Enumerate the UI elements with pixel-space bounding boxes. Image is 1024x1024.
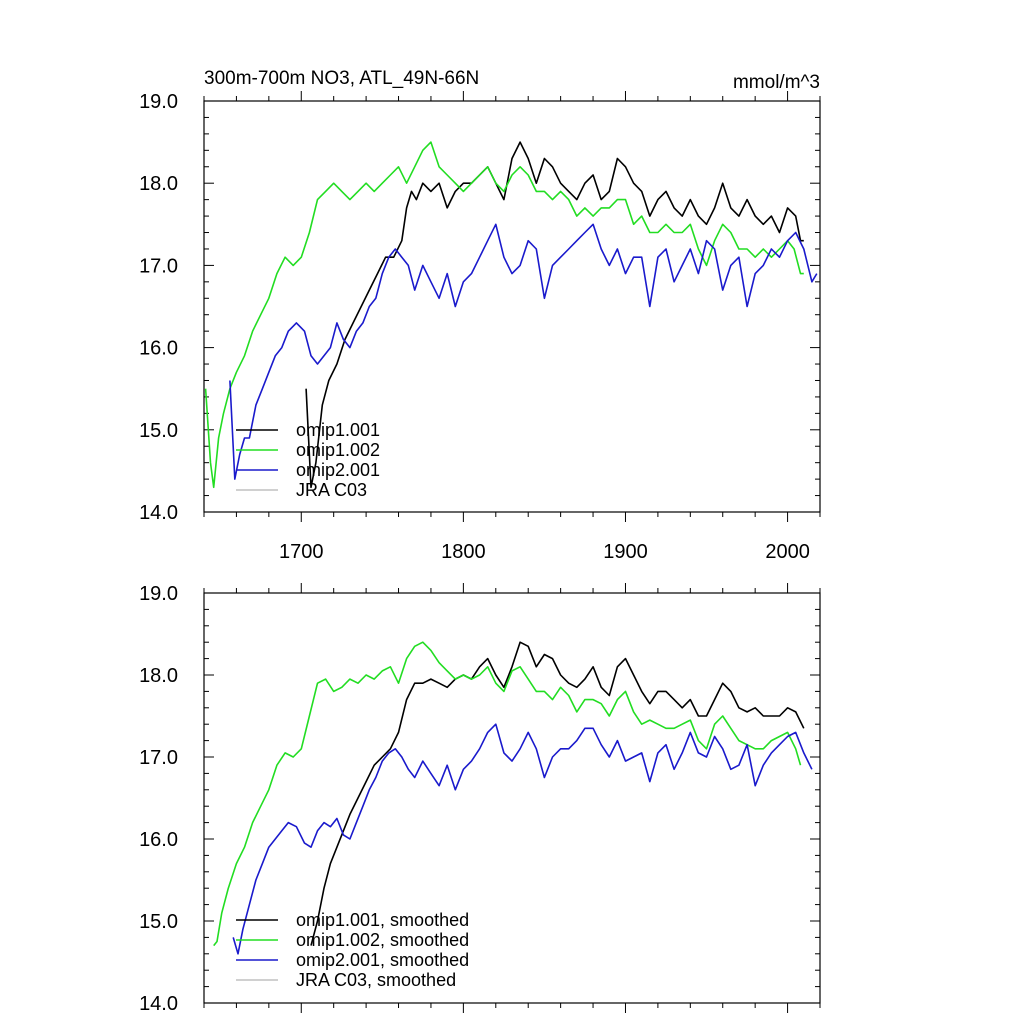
top-y-tick-label: 15.0 xyxy=(139,420,178,442)
top-y-tick-label: 18.0 xyxy=(139,173,178,195)
bottom-y-tick-label: 18.0 xyxy=(139,665,178,687)
bottom-legend-label-3: JRA C03, smoothed xyxy=(296,970,456,990)
top-panel-units: mmol/m^3 xyxy=(733,72,820,93)
top-series-line-0 xyxy=(305,141,804,489)
top-panel-title: 300m-700m NO3, ATL_49N-66N xyxy=(204,68,479,89)
top-legend-label-3: JRA C03 xyxy=(296,480,367,500)
top-y-tick-label: 16.0 xyxy=(139,338,178,360)
top-panel: 300m-700m NO3, ATL_49N-66N mmol/m^3 14.0… xyxy=(139,68,821,563)
top-legend-label-0: omip1.001 xyxy=(296,420,380,440)
top-x-tick-label: 2000 xyxy=(765,541,810,563)
top-y-tick-label: 14.0 xyxy=(139,502,178,524)
bottom-plot-frame xyxy=(203,592,821,1004)
top-plot-frame xyxy=(203,100,821,513)
top-series-line-1 xyxy=(204,141,804,489)
bottom-series-line-2 xyxy=(232,723,813,955)
top-series-line-2 xyxy=(229,223,818,480)
bottom-y-tick-label: 17.0 xyxy=(139,747,178,769)
bottom-y-tick-label: 19.0 xyxy=(139,583,178,605)
top-x-tick-label: 1800 xyxy=(441,541,486,563)
bottom-legend-label-0: omip1.001, smoothed xyxy=(296,910,469,930)
bottom-legend-label-2: omip2.001, smoothed xyxy=(296,950,469,970)
bottom-y-tick-label: 15.0 xyxy=(139,911,178,933)
bottom-y-tick-label: 14.0 xyxy=(139,993,178,1015)
top-x-tick-label: 1900 xyxy=(603,541,648,563)
bottom-series-line-0 xyxy=(310,641,805,946)
bottom-legend-label-1: omip1.002, smoothed xyxy=(296,930,469,950)
top-legend-label-2: omip2.001 xyxy=(296,460,380,480)
bottom-series-line-1 xyxy=(213,641,802,947)
top-y-tick-label: 17.0 xyxy=(139,255,178,277)
bottom-panel: 14.0 15.0 16.0 17.0 18.0 19.0 omip1.001, smoot… xyxy=(139,583,821,1015)
top-y-tick-label: 19.0 xyxy=(139,91,178,113)
top-x-tick-label: 1700 xyxy=(279,541,324,563)
top-legend-label-1: omip1.002 xyxy=(296,440,380,460)
bottom-y-tick-label: 16.0 xyxy=(139,829,178,851)
